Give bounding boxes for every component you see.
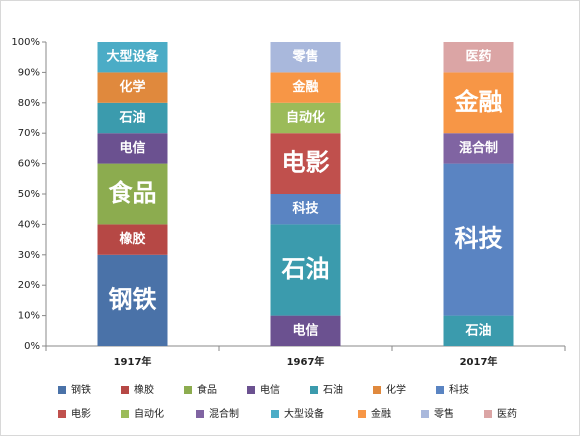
segment-label: 石油 — [281, 255, 330, 283]
segment-label: 金融 — [291, 79, 318, 95]
y-tick-label: 50% — [18, 189, 40, 200]
bar-segment — [443, 133, 514, 164]
bar-segment — [270, 224, 341, 316]
legend-label: 零售 — [434, 407, 454, 420]
bar-segment — [97, 254, 168, 346]
legend-label: 大型设备 — [284, 407, 324, 420]
segment-label: 钢铁 — [109, 285, 157, 313]
legend-swatch — [358, 410, 366, 418]
x-tick-label: 1917年 — [114, 355, 152, 368]
segment-label: 医药 — [465, 49, 491, 65]
bar-segment — [97, 72, 168, 103]
segment-label: 食品 — [109, 179, 157, 207]
bar-segment — [97, 42, 168, 73]
bar-segment — [270, 194, 341, 225]
bar-segment — [443, 72, 514, 134]
legend-swatch — [421, 410, 429, 418]
y-tick-label: 20% — [18, 280, 40, 291]
bar-segment — [97, 133, 168, 164]
legend-swatch — [373, 386, 381, 394]
legend-label: 电影 — [71, 407, 91, 420]
bar-segment — [270, 42, 341, 73]
legend-swatch — [121, 386, 129, 394]
bar-segment — [443, 163, 514, 316]
y-tick-label: 90% — [18, 67, 40, 78]
y-tick-label: 100% — [11, 37, 40, 48]
segment-label: 金融 — [454, 88, 503, 116]
y-tick-label: 30% — [18, 250, 40, 261]
segment-label: 科技 — [292, 201, 319, 217]
bar-segment — [97, 102, 168, 134]
legend-label: 金融 — [371, 407, 391, 420]
legend-label: 石油 — [323, 383, 343, 396]
segment-label: 零售 — [291, 49, 318, 65]
segment-label: 石油 — [464, 322, 491, 338]
segment-label: 自动化 — [286, 110, 325, 126]
legend-swatch — [247, 386, 255, 394]
legend-label: 医药 — [497, 408, 517, 420]
legend-swatch — [196, 410, 204, 418]
segment-label: 电影 — [282, 149, 330, 177]
legend-swatch — [58, 410, 66, 418]
legend-label: 电信 — [260, 383, 280, 396]
legend-label: 科技 — [449, 383, 469, 396]
segment-label: 大型设备 — [106, 49, 159, 65]
y-tick-label: 0% — [24, 341, 40, 352]
legend-swatch — [58, 386, 66, 394]
segment-label: 石油 — [118, 110, 145, 126]
legend-label: 食品 — [197, 383, 217, 396]
legend-label: 橡胶 — [134, 383, 154, 396]
x-tick-label: 1967年 — [287, 355, 325, 368]
legend-swatch — [484, 410, 492, 418]
bar-segment — [270, 315, 341, 346]
bar-segment — [443, 42, 514, 73]
y-tick-label: 40% — [18, 219, 40, 230]
bar-segment — [270, 102, 341, 134]
legend-swatch — [436, 386, 444, 394]
bar-segment — [270, 133, 341, 194]
legend-label: 自动化 — [134, 407, 164, 420]
segment-label: 电信 — [292, 322, 318, 338]
bar-segment — [97, 163, 168, 225]
segment-label: 混合制 — [459, 140, 498, 156]
legend-label: 混合制 — [209, 407, 239, 420]
bar-segment — [270, 72, 341, 103]
x-tick-label: 2017年 — [460, 355, 498, 368]
legend-swatch — [310, 386, 318, 394]
segment-label: 科技 — [455, 225, 504, 253]
y-tick-label: 10% — [18, 311, 40, 322]
legend-label: 化学 — [386, 383, 406, 396]
legend-swatch — [271, 410, 279, 418]
bar-segment — [443, 315, 514, 346]
legend-swatch — [184, 386, 192, 394]
y-tick-label: 70% — [18, 128, 40, 139]
segment-label: 电信 — [119, 140, 145, 156]
segment-label: 橡胶 — [119, 231, 145, 247]
bar-segment — [97, 224, 168, 255]
y-tick-label: 60% — [18, 159, 40, 170]
legend-swatch — [121, 410, 129, 418]
y-tick-label: 80% — [18, 98, 40, 109]
segment-label: 化学 — [119, 79, 145, 95]
legend-label: 钢铁 — [71, 383, 91, 396]
